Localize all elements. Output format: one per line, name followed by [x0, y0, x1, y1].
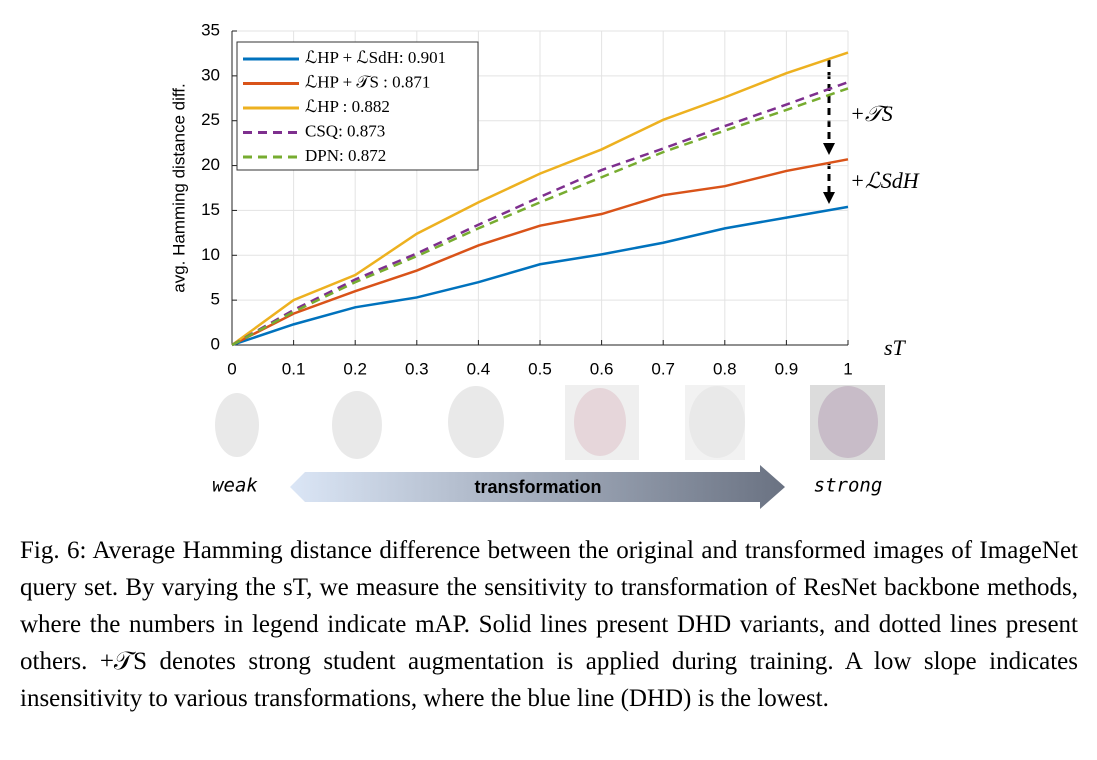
annotation: +𝒯S: [850, 101, 893, 126]
x-tick-label: 0.1: [282, 359, 306, 378]
caption: Fig. 6: Average Hamming distance differe…: [20, 537, 1078, 712]
series-line: [231, 51, 849, 347]
legend-label: DPN: 0.872: [305, 146, 386, 165]
x-tick-label: 0.6: [590, 359, 614, 378]
transformation-arrow: [290, 465, 785, 509]
x-tick-label: 0.5: [528, 359, 552, 378]
arrow-head: [823, 143, 835, 155]
y-tick-label: 20: [201, 155, 220, 174]
x-tick-label: 0.7: [651, 359, 675, 378]
plot: 0 5 10 15 20 25 30 35 0 0.1 0.2 0.3 0.4 0.5 0.6 0.7 0.8 0…: [201, 20, 853, 378]
x-tick-label: 0.3: [405, 359, 429, 378]
legend-label: ℒHP + 𝒯S : 0.871: [305, 72, 430, 91]
x-tick-label: 0: [227, 359, 236, 378]
series-line: [231, 80, 849, 347]
x-tick-label: 0.8: [713, 359, 737, 378]
y-tick-label: 30: [201, 65, 220, 84]
y-axis-label: avg. Hamming distance diff.: [169, 83, 188, 292]
strong-label: strong: [814, 475, 883, 497]
legend-label: ℒHP + ℒSdH: 0.901: [305, 48, 446, 67]
x-tick-label: 0.2: [343, 359, 367, 378]
y-tick-label: 15: [201, 200, 220, 219]
y-tick-label: 10: [201, 245, 220, 264]
x-axis-label: sT: [884, 335, 907, 360]
sample-images: [205, 385, 885, 460]
series-line: [231, 158, 849, 347]
x-tick-label: 0.9: [775, 359, 799, 378]
y-tick-label: 5: [211, 290, 220, 309]
y-tick-label: 25: [201, 110, 220, 129]
transformation-label: transformation: [474, 477, 601, 497]
series-line: [231, 205, 849, 347]
legend-label: CSQ: 0.873: [305, 121, 385, 140]
annotation: +ℒSdH: [850, 168, 920, 193]
legend-box: [236, 41, 479, 171]
y-tick-label: 35: [201, 20, 220, 39]
y-tick-label: 0: [211, 334, 220, 353]
weak-label: weak: [212, 475, 258, 497]
x-tick-label: 0.4: [467, 359, 491, 378]
figure: transformation weak strong avg. Hamming …: [169, 20, 920, 509]
arrow-head: [823, 192, 835, 204]
series-line: [231, 87, 849, 347]
x-tick-label: 1: [843, 359, 852, 378]
legend-label: ℒHP : 0.882: [305, 97, 390, 116]
